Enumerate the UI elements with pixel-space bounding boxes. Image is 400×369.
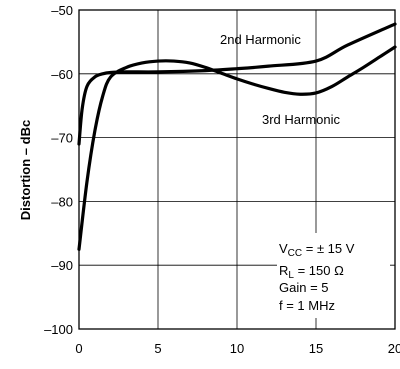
y-tick-label: –100 [44, 322, 73, 337]
y-tick-label: –80 [51, 194, 73, 209]
y-tick-label: –70 [51, 131, 73, 146]
y-tick-label: –90 [51, 258, 73, 273]
series-label-3rd-harmonic: 3rd Harmonic [262, 112, 341, 127]
condition-vcc: VCC = ± 15 V [279, 241, 355, 259]
x-tick-label: 20 [388, 341, 400, 356]
x-tick-label: 0 [75, 341, 82, 356]
series-label-2nd-harmonic: 2nd Harmonic [220, 32, 301, 47]
x-tick-label: 10 [230, 341, 244, 356]
condition-rl: RL = 150 Ω [279, 263, 344, 281]
x-tick-label: 15 [309, 341, 323, 356]
x-tick-labels: 0 5 10 15 20 [75, 341, 400, 356]
series-line-3rd-harmonic [77, 45, 397, 251]
grid [79, 10, 395, 329]
condition-freq: f = 1 MHz [279, 298, 335, 313]
series-group [77, 22, 397, 251]
y-axis-label: Distortion – dBc [18, 120, 33, 220]
y-tick-label: –50 [51, 3, 73, 18]
plot-frame [78, 9, 396, 330]
conditions-box [277, 233, 390, 318]
y-tick-label: –60 [51, 67, 73, 82]
y-tick-labels: –100 –90 –80 –70 –60 –50 [44, 3, 73, 337]
series-line-2nd-harmonic [77, 22, 397, 146]
x-tick-label: 5 [154, 341, 161, 356]
condition-gain: Gain = 5 [279, 280, 329, 295]
